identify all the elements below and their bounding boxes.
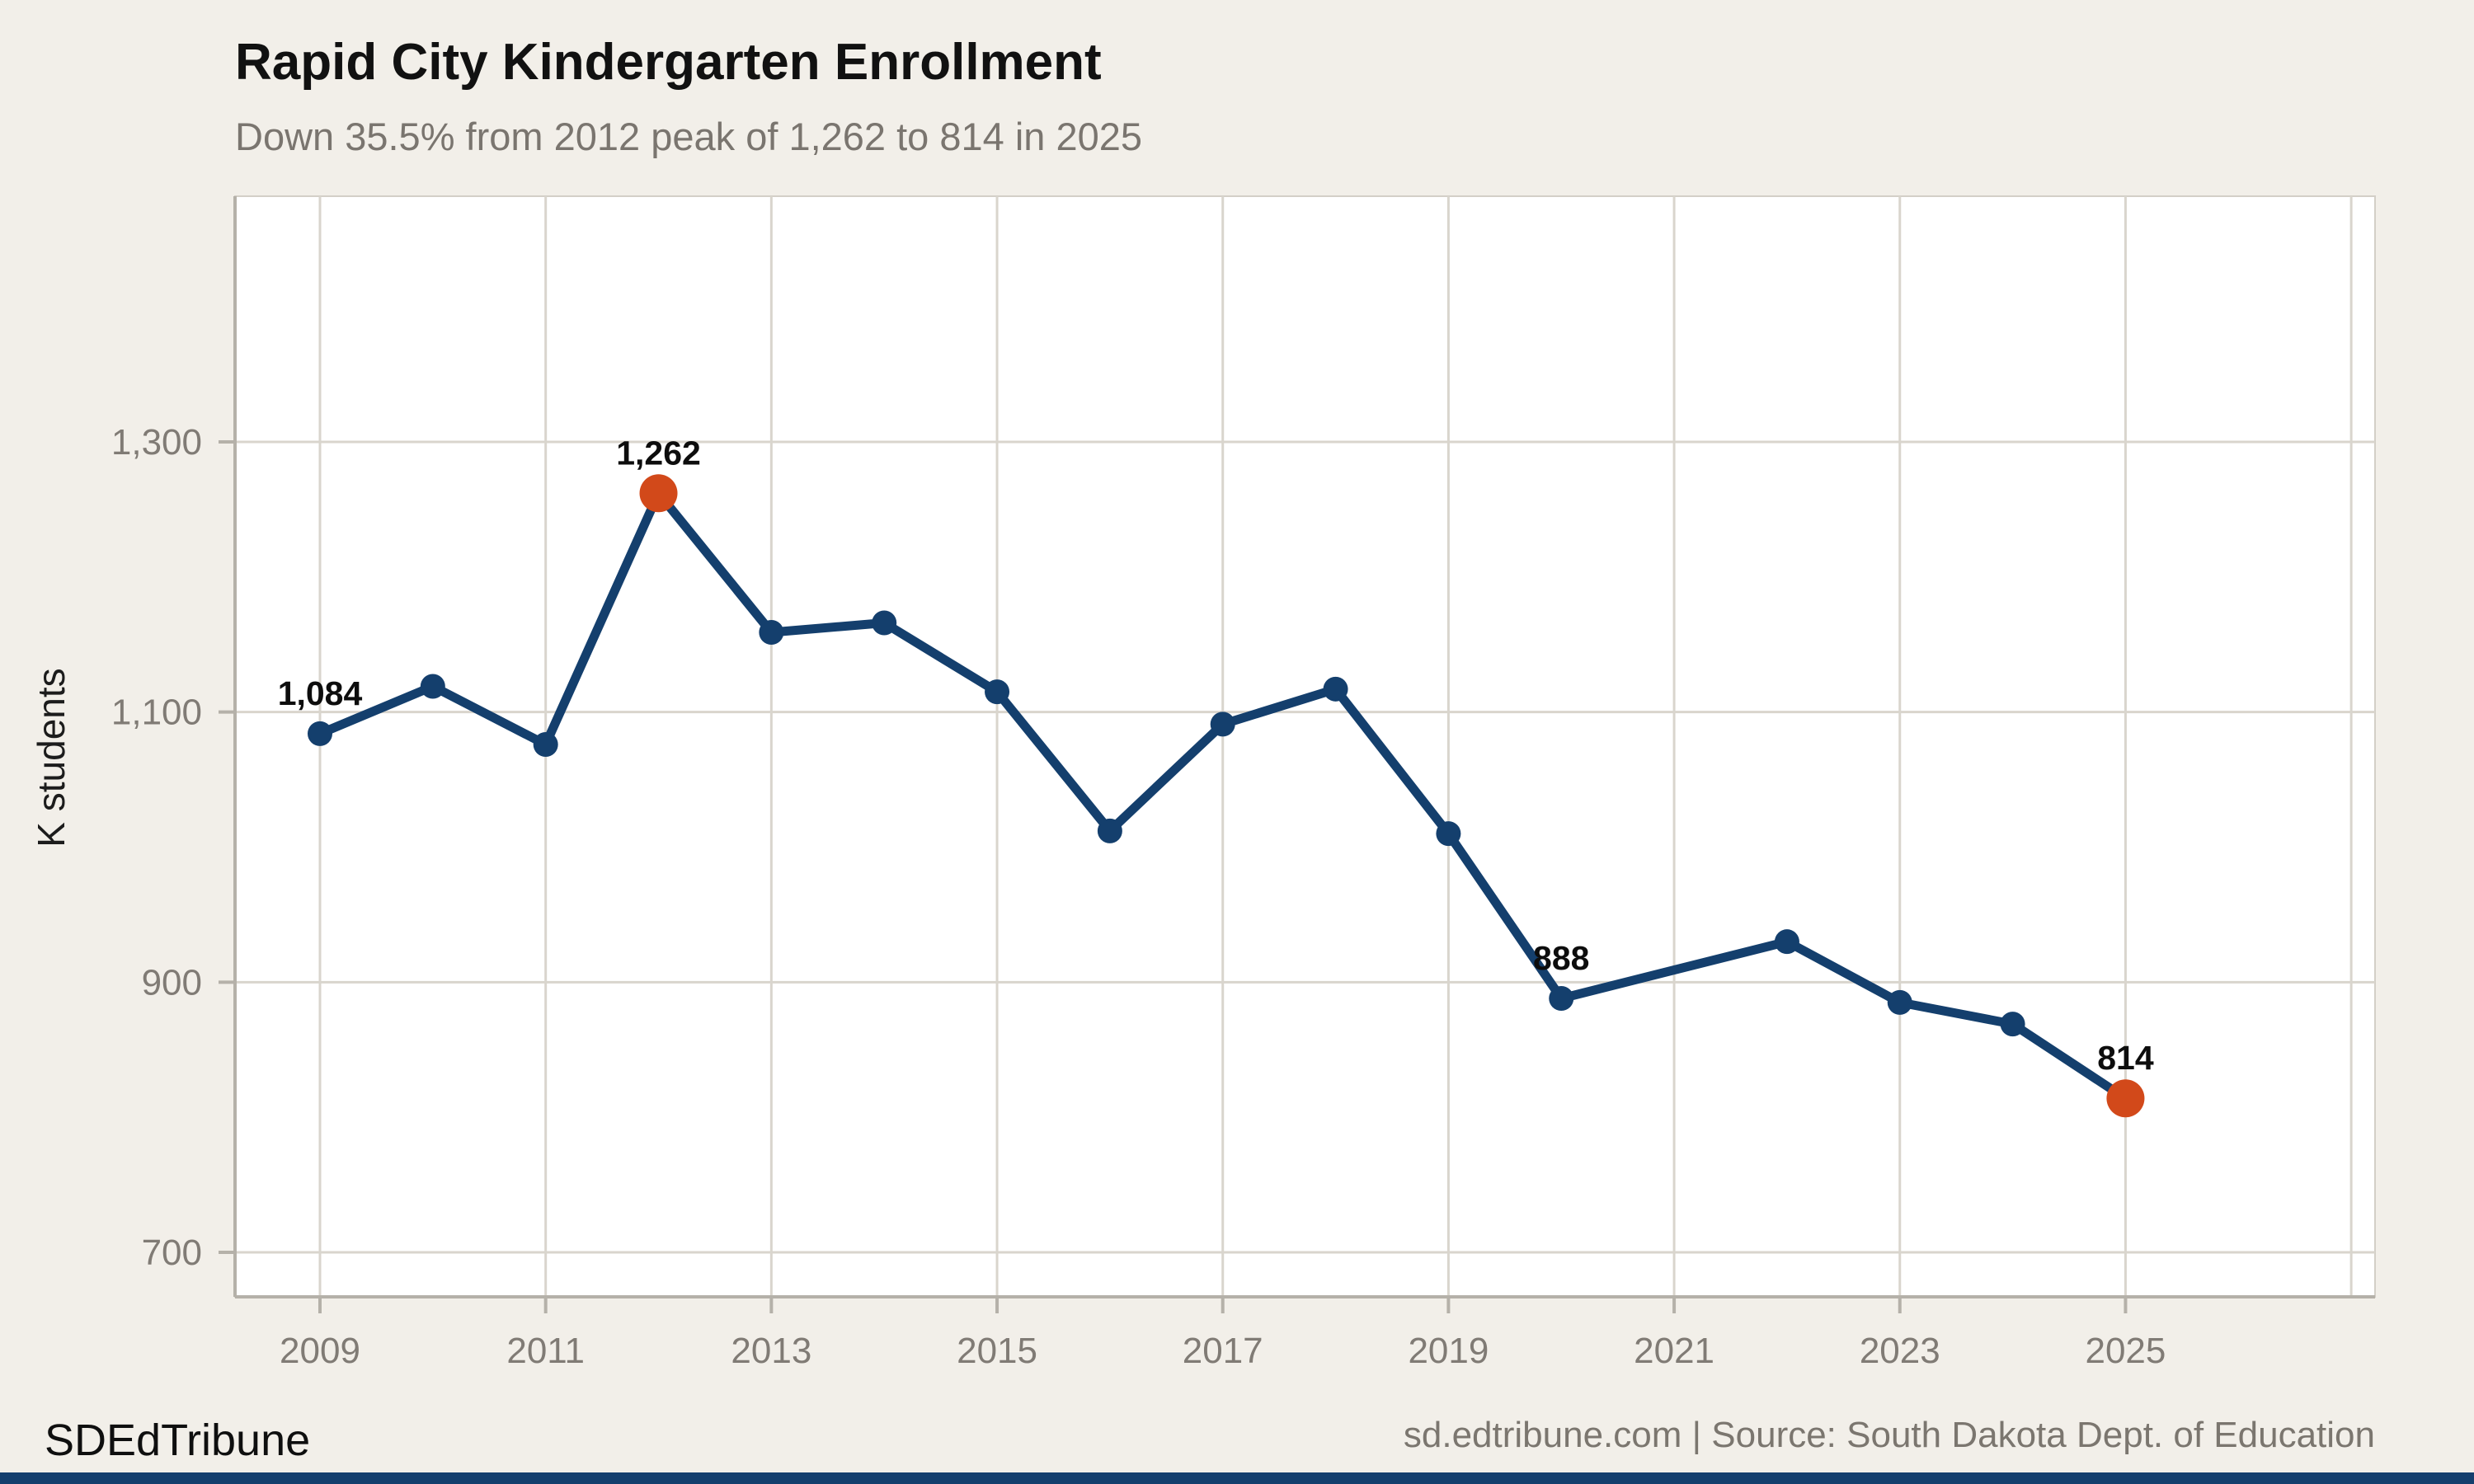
data-point <box>308 721 332 746</box>
data-point <box>1436 821 1461 847</box>
x-tick-label: 2015 <box>957 1331 1037 1371</box>
series-line <box>315 488 2130 1103</box>
x-tick-label: 2009 <box>280 1331 360 1371</box>
point-label: 814 <box>2097 1039 2154 1077</box>
x-tick-label: 2021 <box>1634 1331 1714 1371</box>
point-label: 888 <box>1533 939 1589 977</box>
y-tick-label: 700 <box>142 1233 202 1273</box>
point-label: 1,084 <box>278 674 363 712</box>
chart-title: Rapid City Kindergarten Enrollment <box>235 34 1102 91</box>
data-point <box>1774 929 1799 955</box>
y-tick-label: 1,100 <box>111 693 202 733</box>
data-point <box>759 620 784 646</box>
y-tick-label: 900 <box>142 962 202 1003</box>
point-label: 1,262 <box>616 434 701 472</box>
data-point <box>1887 989 1912 1015</box>
data-point <box>533 731 558 757</box>
data-point <box>872 610 897 636</box>
plot-panel <box>234 195 2376 1298</box>
data-point-highlight <box>639 474 678 513</box>
x-tick-label: 2013 <box>731 1331 811 1371</box>
data-point <box>1549 985 1574 1011</box>
footer-source: sd.edtribune.com | Source: South Dakota … <box>1403 1415 2375 1455</box>
footer-brand: SDEdTribune <box>45 1416 311 1465</box>
data-point <box>2000 1012 2025 1037</box>
data-point <box>420 674 445 699</box>
data-point <box>1210 711 1235 737</box>
bottom-accent-bar <box>0 1472 2474 1484</box>
y-tick-label: 1,300 <box>111 422 202 463</box>
data-point <box>1097 818 1122 843</box>
x-tick-label: 2011 <box>506 1331 585 1371</box>
x-tick-label: 2017 <box>1183 1331 1263 1371</box>
chart-subtitle: Down 35.5% from 2012 peak of 1,262 to 81… <box>235 115 1143 158</box>
data-point-highlight <box>2106 1079 2145 1118</box>
data-point <box>985 679 1010 705</box>
x-tick-label: 2019 <box>1408 1331 1489 1371</box>
x-tick-label: 2025 <box>2085 1331 2166 1371</box>
x-tick-label: 2023 <box>1860 1331 1940 1371</box>
data-point <box>1323 676 1348 702</box>
